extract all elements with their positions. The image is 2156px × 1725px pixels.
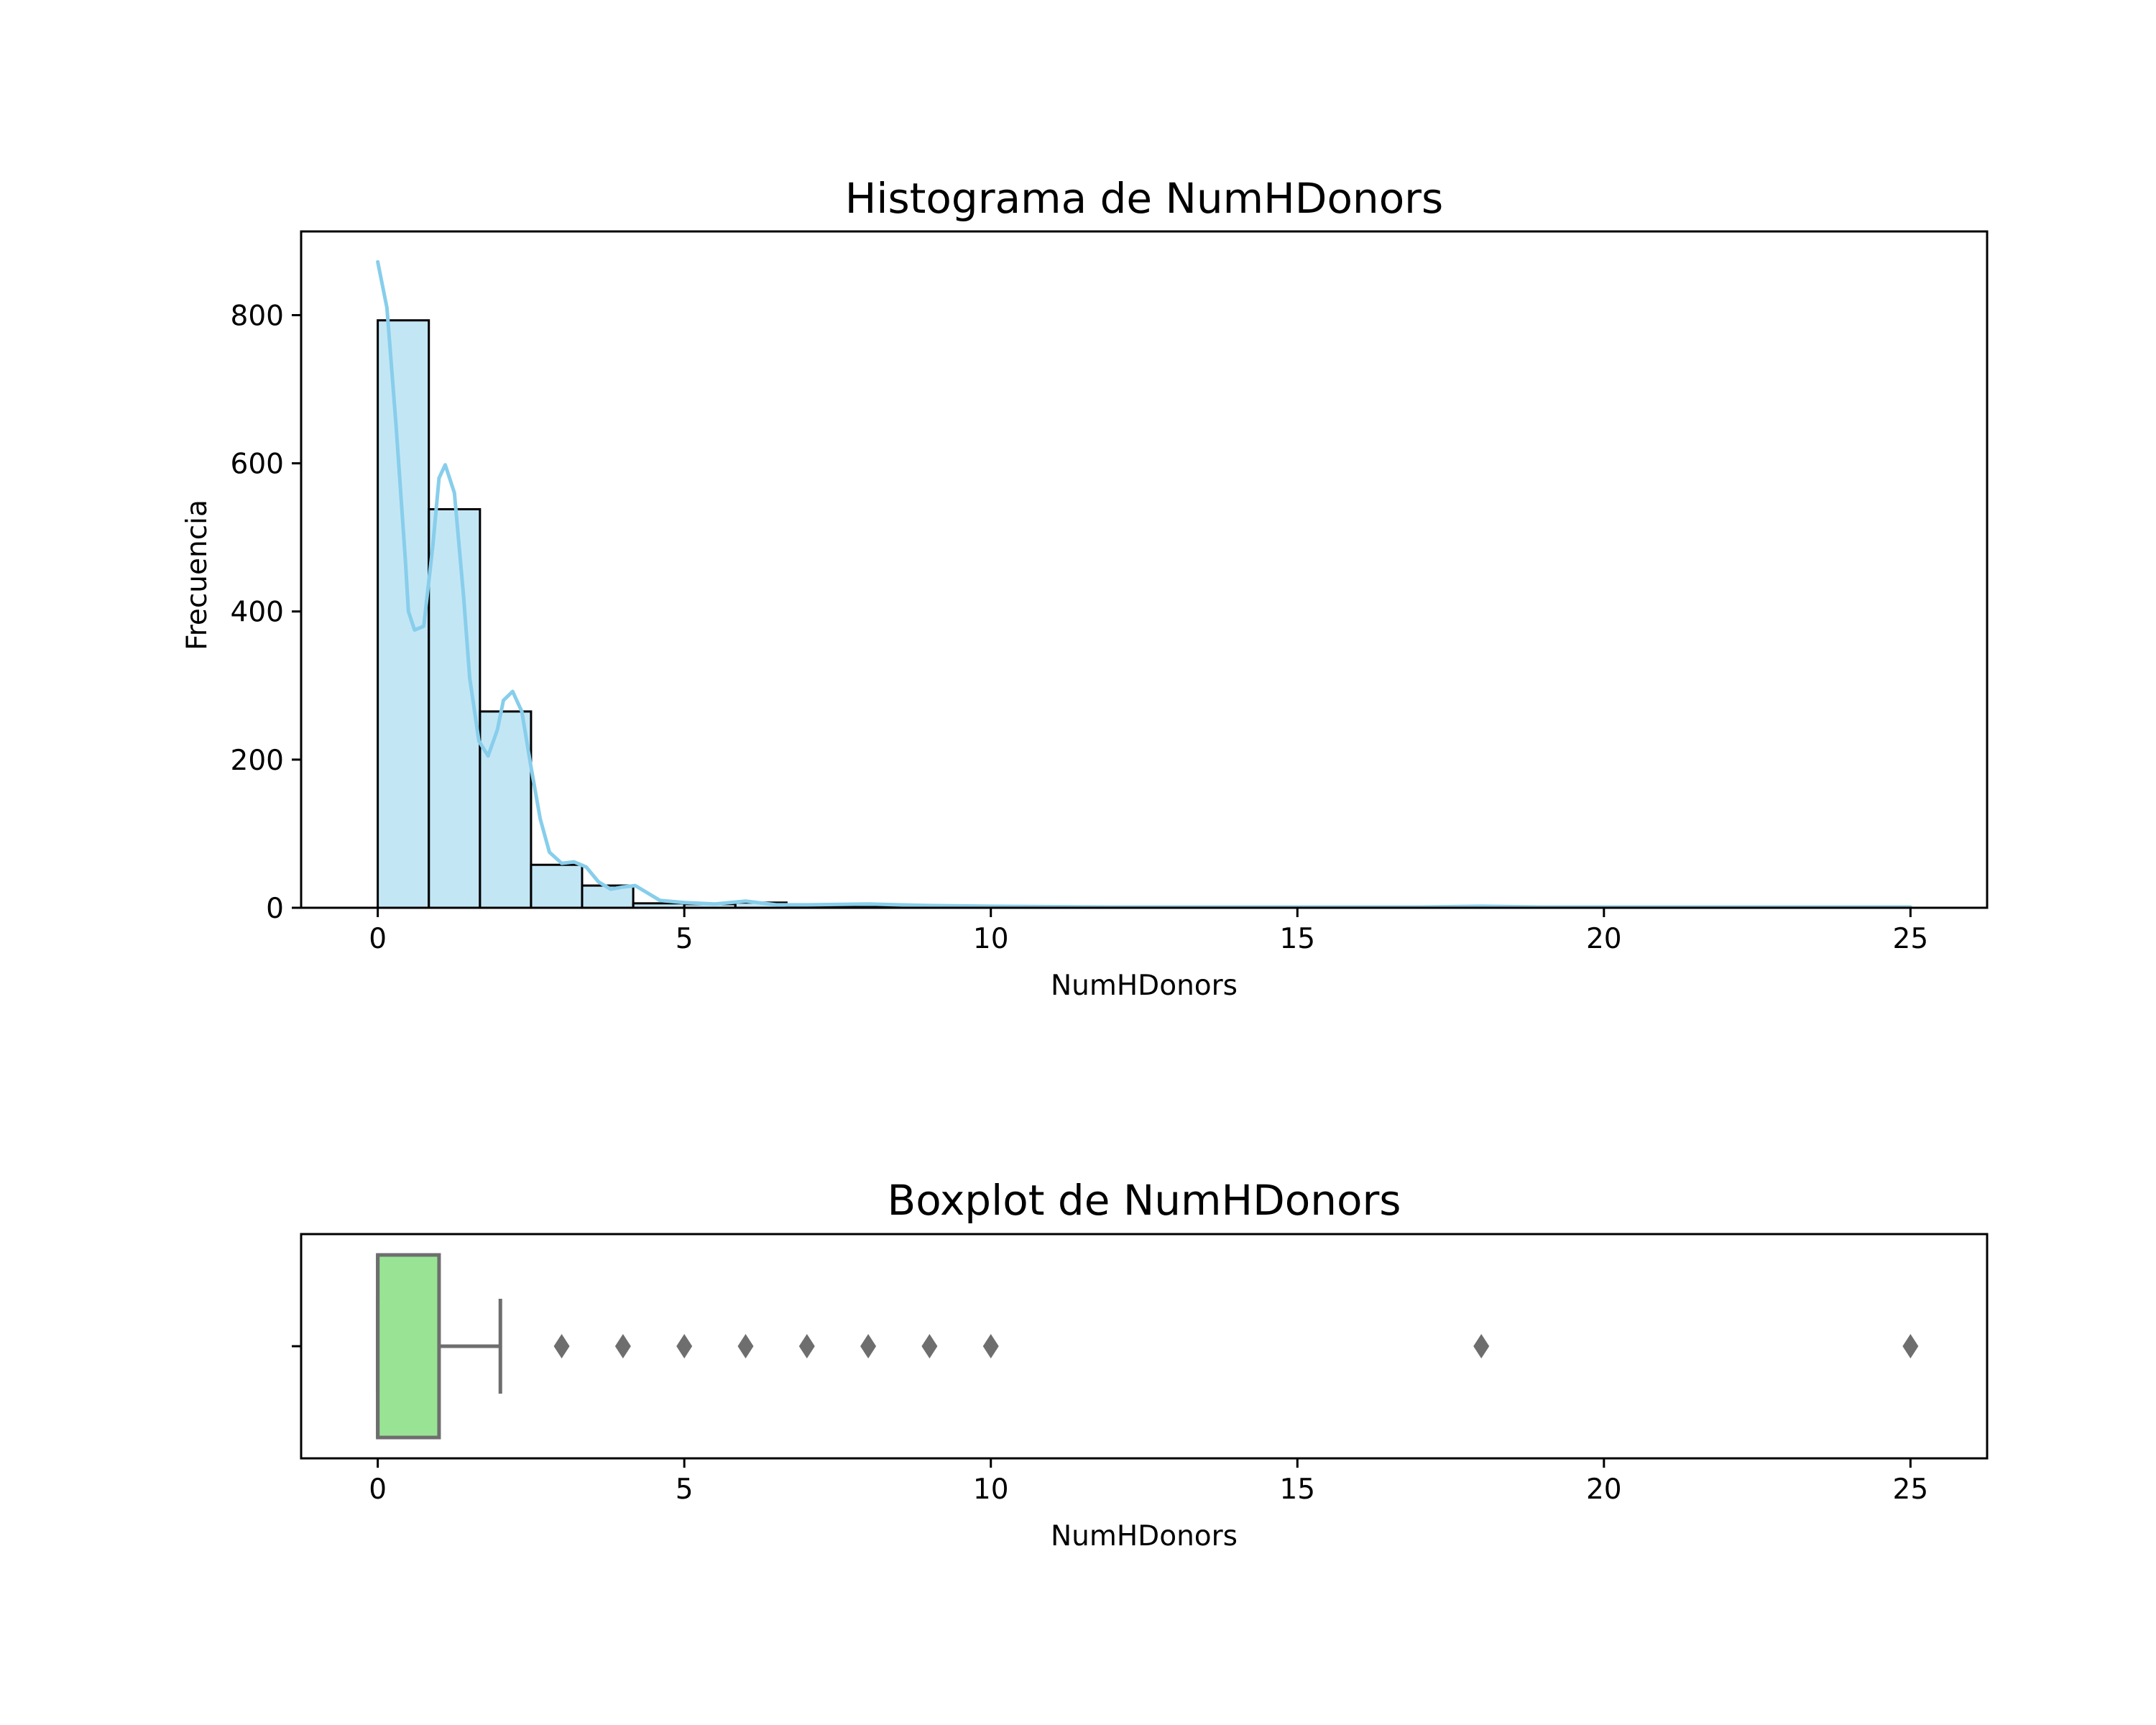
boxplot-box: [376, 1253, 441, 1440]
boxplot-outlier-point: [798, 1334, 815, 1358]
histogram-x-tick-label: 0: [369, 923, 387, 955]
boxplot-outlier-point: [1473, 1334, 1490, 1358]
boxplot-x-axis-label: NumHDonors: [1051, 1520, 1238, 1552]
histogram-x-tick-label: 5: [676, 923, 694, 955]
histogram-bar: [479, 710, 533, 909]
boxplot-panel: Boxplot de NumHDonors 0 5 10 15 20 25 NumHDon…: [292, 1176, 1989, 1552]
histogram-x-axis-label: NumHDonors: [1051, 970, 1238, 1002]
histogram-bar: [530, 863, 584, 909]
histogram-x-ticks: 0 5 10 15 20 25: [369, 908, 1928, 955]
histogram-y-tick-label: 600: [231, 448, 284, 481]
boxplot-outlier-point: [676, 1334, 693, 1358]
boxplot-x-tick-label: 5: [676, 1473, 694, 1506]
histogram-panel: Histograma de NumHDonors 0 5 10 15 20 25 0 200…: [181, 174, 1989, 1002]
boxplot-outlier-point: [1902, 1334, 1919, 1358]
histogram-axes-frame: [300, 230, 1989, 909]
histogram-y-ticks: 0 200 400 600 800: [231, 300, 301, 925]
boxplot-outlier-point: [860, 1334, 877, 1358]
histogram-x-tick-label: 15: [1279, 923, 1315, 955]
boxplot-outlier-point: [737, 1334, 754, 1358]
boxplot-outlier-point: [921, 1334, 938, 1358]
boxplot-x-tick-label: 10: [973, 1473, 1009, 1506]
histogram-y-axis-label: Frecuencia: [181, 500, 213, 650]
histogram-x-tick-label: 10: [973, 923, 1009, 955]
histogram-title: Histograma de NumHDonors: [845, 174, 1444, 223]
histogram-y-tick-label: 200: [231, 745, 284, 777]
boxplot-x-ticks: 0 5 10 15 20 25: [369, 1458, 1928, 1506]
boxplot-x-tick-label: 15: [1279, 1473, 1315, 1506]
boxplot-outlier-point: [614, 1334, 631, 1358]
histogram-x-tick-label: 20: [1586, 923, 1622, 955]
histogram-y-tick-label: 0: [266, 893, 284, 925]
histogram-x-tick-label: 25: [1893, 923, 1929, 955]
histogram-y-tick-label: 400: [231, 597, 284, 629]
histogram-bar: [377, 319, 430, 909]
boxplot-x-tick-label: 20: [1586, 1473, 1622, 1506]
histogram-y-tick-label: 800: [231, 300, 284, 332]
histogram-kde-curve: [376, 259, 1912, 909]
histogram-bar: [428, 508, 482, 909]
boxplot-title: Boxplot de NumHDonors: [887, 1176, 1401, 1225]
boxplot-x-tick-label: 0: [369, 1473, 387, 1506]
boxplot-elements: [376, 1253, 1919, 1440]
boxplot-outlier-point: [982, 1334, 999, 1358]
boxplot-x-tick-label: 25: [1893, 1473, 1929, 1506]
boxplot-outlier-point: [553, 1334, 570, 1358]
